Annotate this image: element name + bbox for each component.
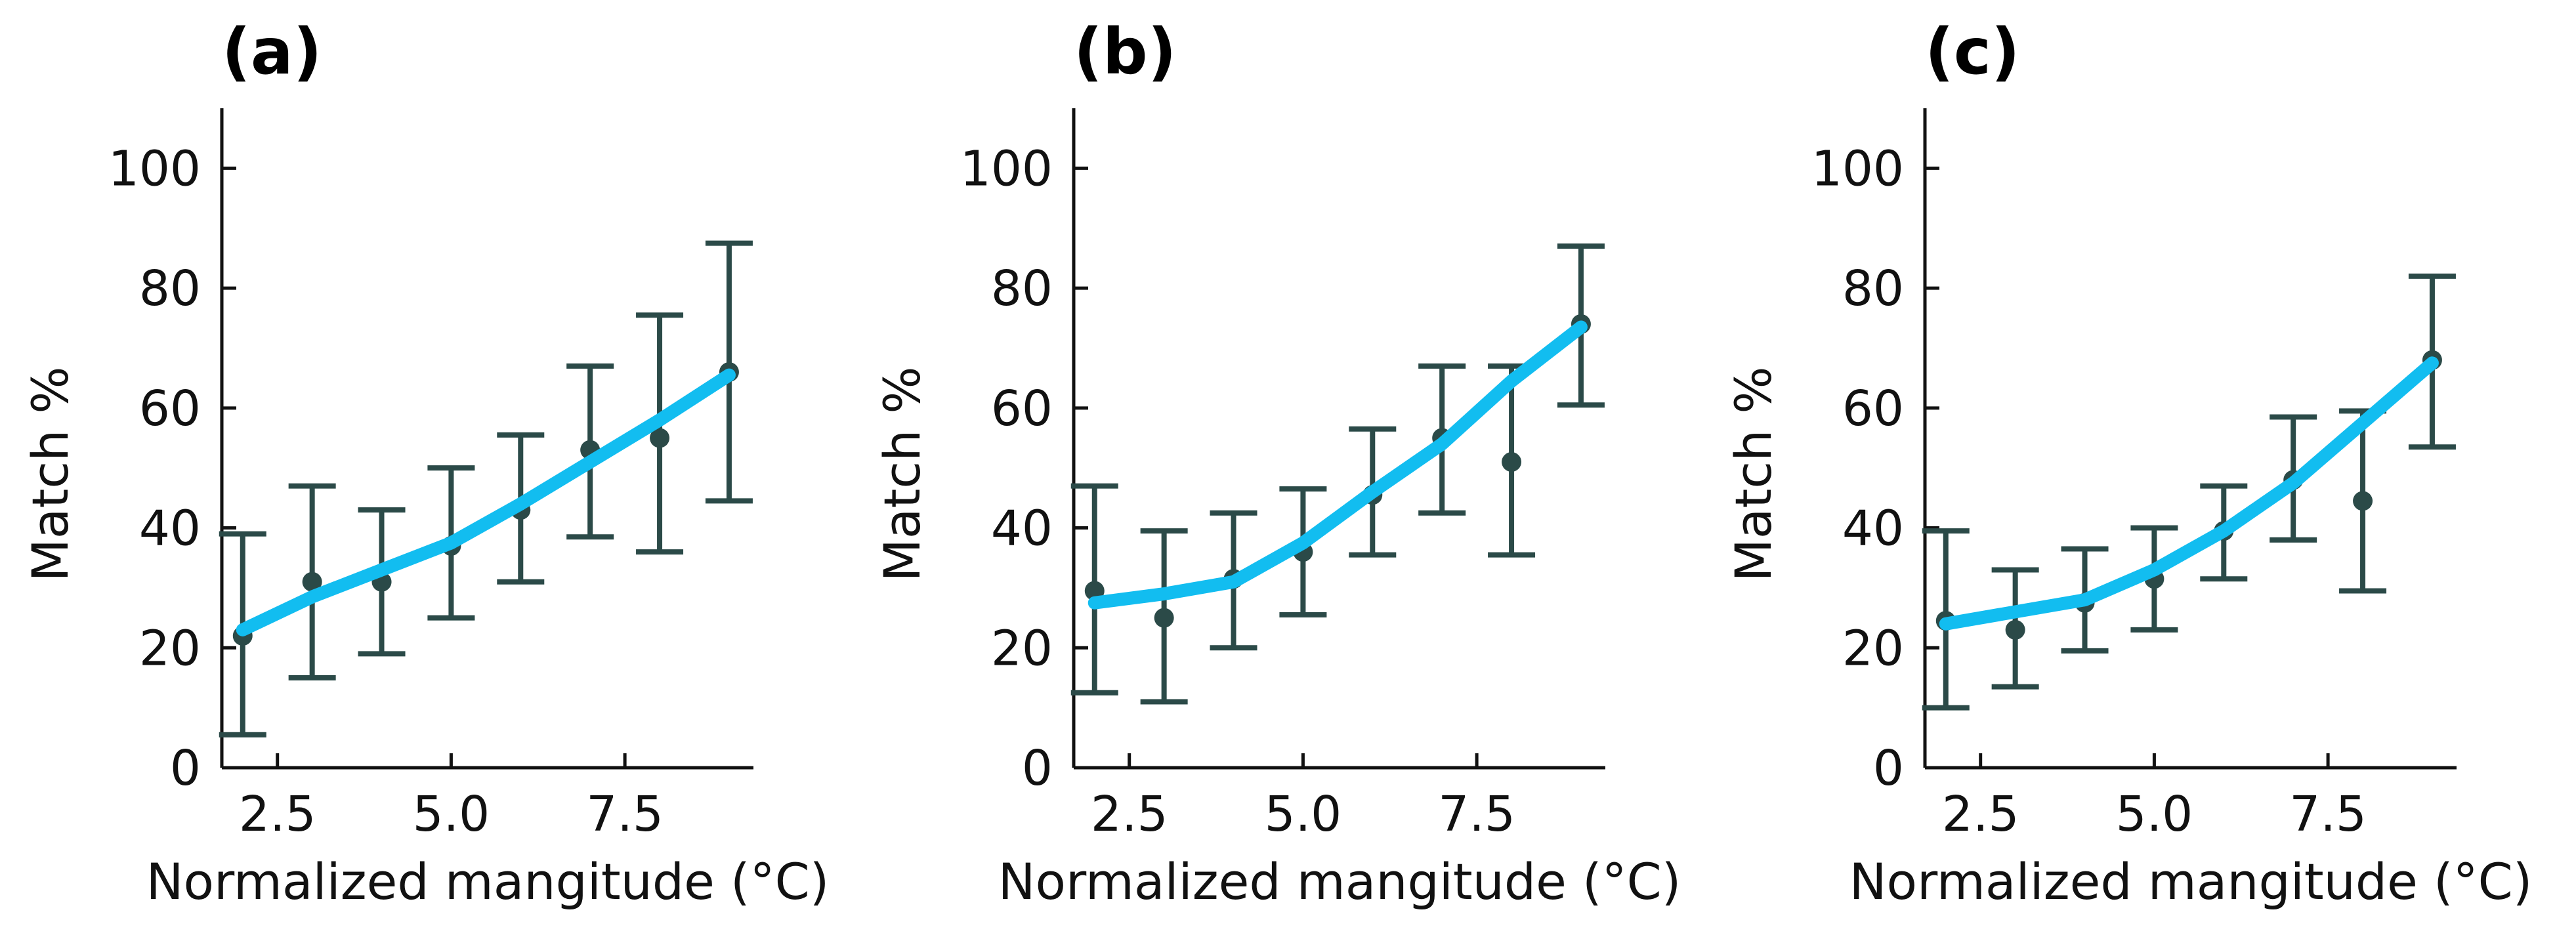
data-point xyxy=(302,572,322,592)
x-axis-title: Normalized mangitude (°C) xyxy=(1849,852,2533,911)
x-tick-label: 7.5 xyxy=(2289,786,2367,843)
y-tick-label: 100 xyxy=(1811,140,1904,197)
x-tick-label: 5.0 xyxy=(2116,786,2193,843)
x-axis-title: Normalized mangitude (°C) xyxy=(146,852,830,911)
y-tick-label: 20 xyxy=(991,620,1053,677)
fit-line xyxy=(236,368,736,636)
y-tick-label: 0 xyxy=(1022,740,1053,797)
x-tick-label: 2.5 xyxy=(239,786,316,843)
y-tick-label: 80 xyxy=(1842,260,1904,317)
y-tick-label: 60 xyxy=(991,381,1053,437)
panel-label: (b) xyxy=(1074,15,1176,89)
panel-label: (a) xyxy=(222,15,322,89)
y-tick-label: 40 xyxy=(139,501,201,557)
y-tick-label: 80 xyxy=(991,260,1053,317)
x-tick-label: 5.0 xyxy=(413,786,490,843)
y-tick-label: 0 xyxy=(1873,740,1904,797)
y-tick-label: 60 xyxy=(139,381,201,437)
y-tick-label: 100 xyxy=(960,140,1053,197)
x-axis-title: Normalized mangitude (°C) xyxy=(998,852,1681,911)
y-tick-label: 80 xyxy=(139,260,201,317)
y-tick-label: 0 xyxy=(170,740,201,797)
data-point xyxy=(1154,608,1174,628)
chart-panel-1: (a) 0 20 40 60 80 100 2.5 5.0 7.5 Normalized mangi… xyxy=(21,15,829,911)
y-axis-title: Match % xyxy=(21,366,79,581)
x-tick-label: 7.5 xyxy=(586,786,664,843)
data-point xyxy=(1502,452,1522,472)
x-tick-label: 2.5 xyxy=(1942,786,2019,843)
x-tick-label: 7.5 xyxy=(1438,786,1515,843)
chart-panel-3: (c) 0 20 40 60 80 100 2.5 5.0 7.5 Normalized mangi… xyxy=(1724,15,2532,911)
y-tick-label: 100 xyxy=(108,140,201,197)
y-tick-label: 60 xyxy=(1842,381,1904,437)
y-tick-label: 40 xyxy=(991,501,1053,557)
x-tick-label: 5.0 xyxy=(1265,786,1342,843)
data-point xyxy=(650,428,670,448)
chart-panel-2: (b) 0 20 40 60 80 100 2.5 5.0 7.5 Normalized mangi… xyxy=(873,15,1681,911)
data-point xyxy=(2353,491,2373,511)
x-tick-label: 2.5 xyxy=(1091,786,1168,843)
y-tick-label: 40 xyxy=(1842,501,1904,557)
fit-line xyxy=(1939,356,2439,631)
data-point xyxy=(2005,619,2025,640)
y-tick-label: 20 xyxy=(1842,620,1904,677)
y-tick-label: 20 xyxy=(139,620,201,677)
y-axis-title: Match % xyxy=(873,366,931,581)
panel-label: (c) xyxy=(1925,15,2020,89)
y-axis-title: Match % xyxy=(1724,366,1783,581)
fit-line xyxy=(1087,320,1588,610)
